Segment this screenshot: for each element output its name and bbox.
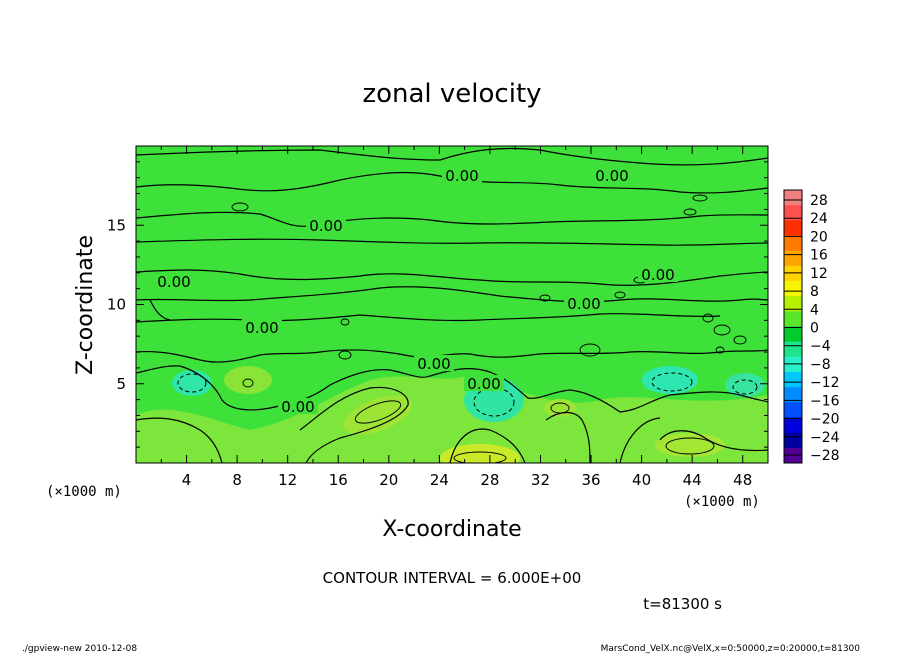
positive-blob xyxy=(655,433,725,457)
y-tick-label: 5 xyxy=(116,375,126,393)
x-tick-label: 36 xyxy=(581,471,600,489)
colorbar-segment xyxy=(784,265,802,282)
x-tick-label: 48 xyxy=(733,471,752,489)
positive-blob xyxy=(544,399,576,417)
contour-label-bg xyxy=(442,167,482,183)
colorbar-label: 12 xyxy=(810,266,828,282)
chart-title: zonal velocity xyxy=(362,79,541,109)
contour-label: 0.00 xyxy=(641,266,674,284)
colorbar-segment xyxy=(784,220,802,236)
colorbar-segment xyxy=(784,326,802,343)
colorbar-segment xyxy=(784,235,802,252)
colorbar-segment xyxy=(784,387,802,403)
x-axis: 4 8 12 16 20 24 28 32 36 40 44 48 xyxy=(160,146,752,489)
x-tick-label: 8 xyxy=(232,471,242,489)
contour-label-bg xyxy=(638,266,678,282)
negative-blob xyxy=(725,373,765,397)
contour-label-bg xyxy=(154,273,194,289)
footer-left: ./gpview-new 2010-12-08 xyxy=(22,644,137,654)
colorbar-label: 8 xyxy=(810,284,819,300)
colorbar-segment xyxy=(784,447,802,464)
colorbar-label: −16 xyxy=(810,393,840,409)
colorbar-segment xyxy=(784,341,802,358)
x-tick-label: 40 xyxy=(632,471,651,489)
contour-label: 0.00 xyxy=(417,355,450,373)
positive-blob xyxy=(440,444,520,463)
colorbar-label: 0 xyxy=(810,321,819,337)
positive-blob xyxy=(343,395,413,435)
contour-label: 0.00 xyxy=(467,375,500,393)
contour-lines xyxy=(136,147,768,463)
colorbar-label: −24 xyxy=(810,430,840,446)
x-tick-label: 44 xyxy=(683,471,702,489)
plot-area: 0.00 0.00 0.00 0.00 0.00 0.00 0.00 0.00 0.00 0.00 xyxy=(136,146,768,463)
colorbar: 28 24 20 16 12 8 4 0 −4 −8 −12 −16 −20 −24 −28 xyxy=(783,189,840,464)
contour-label-bg xyxy=(592,167,632,183)
contour-label: 0.00 xyxy=(245,319,278,337)
contour-interval: CONTOUR INTERVAL = 6.000E+00 xyxy=(323,569,582,587)
colorbar-segment xyxy=(784,311,802,327)
contour-label: 0.00 xyxy=(567,295,600,313)
colorbar-label: −8 xyxy=(810,357,831,373)
contour-label-bg xyxy=(306,217,346,233)
colorbar-segment xyxy=(784,296,802,312)
colorbar-segment xyxy=(784,372,802,388)
colorbar-label: −12 xyxy=(810,375,840,391)
contour-label: 0.00 xyxy=(595,167,628,185)
colorbar-segment xyxy=(784,402,802,418)
contour-label: 0.00 xyxy=(157,273,190,291)
colorbar-label: 24 xyxy=(810,211,828,227)
footer-right: MarsCond_VelX.nc@VelX,x=0:50000,z=0:2000… xyxy=(601,644,861,654)
x-tick-label: 32 xyxy=(531,471,550,489)
contour-label: 0.00 xyxy=(281,398,314,416)
colorbar-segment xyxy=(784,281,802,297)
colorbar-label: 16 xyxy=(810,248,828,264)
x-tick-label: 16 xyxy=(329,471,348,489)
contour-label-bg xyxy=(414,355,454,371)
colorbar-label: −28 xyxy=(810,448,840,464)
negative-blob xyxy=(642,366,698,394)
x-tick-label: 12 xyxy=(278,471,297,489)
contour-label: 0.00 xyxy=(309,217,342,235)
colorbar-segment xyxy=(784,250,802,267)
x-tick-label: 28 xyxy=(480,471,499,489)
y-tick-label: 15 xyxy=(107,216,126,234)
x-axis-label: X-coordinate xyxy=(382,517,521,542)
colorbar-frame xyxy=(783,189,803,464)
colorbar-label: −4 xyxy=(810,339,831,355)
colorbar-label: 4 xyxy=(810,302,819,318)
colorbar-segment xyxy=(784,432,802,449)
contour-label-bg xyxy=(564,295,604,311)
contour-label-bg xyxy=(278,398,318,414)
x-tick-label: 24 xyxy=(430,471,449,489)
y-tick-label: 10 xyxy=(107,296,126,314)
colorbar-segment xyxy=(784,190,802,206)
colorbar-label: 20 xyxy=(810,229,828,245)
y-axis: 5 10 15 xyxy=(107,161,768,448)
contour-label-bg xyxy=(242,319,282,335)
time-label: t=81300 s xyxy=(643,595,722,613)
colorbar-segment xyxy=(784,356,802,373)
y-axis-label: Z-coordinate xyxy=(73,235,98,375)
lower-band xyxy=(136,375,768,463)
colorbar-label: 28 xyxy=(810,193,828,209)
small-islands xyxy=(231,194,747,360)
x-tick-label: 20 xyxy=(379,471,398,489)
colorbar-label: −20 xyxy=(810,412,840,428)
positive-blob xyxy=(224,366,272,394)
colorbar-segment xyxy=(784,205,802,221)
x-tick-label: 4 xyxy=(182,471,192,489)
contour-label: 0.00 xyxy=(445,167,478,185)
x-unit-right: (×1000 m) xyxy=(684,494,760,510)
x-unit-left: (×1000 m) xyxy=(46,484,122,500)
positive-contours xyxy=(242,378,715,463)
colorbar-segment xyxy=(784,417,802,434)
contour-label-bg xyxy=(464,375,504,391)
